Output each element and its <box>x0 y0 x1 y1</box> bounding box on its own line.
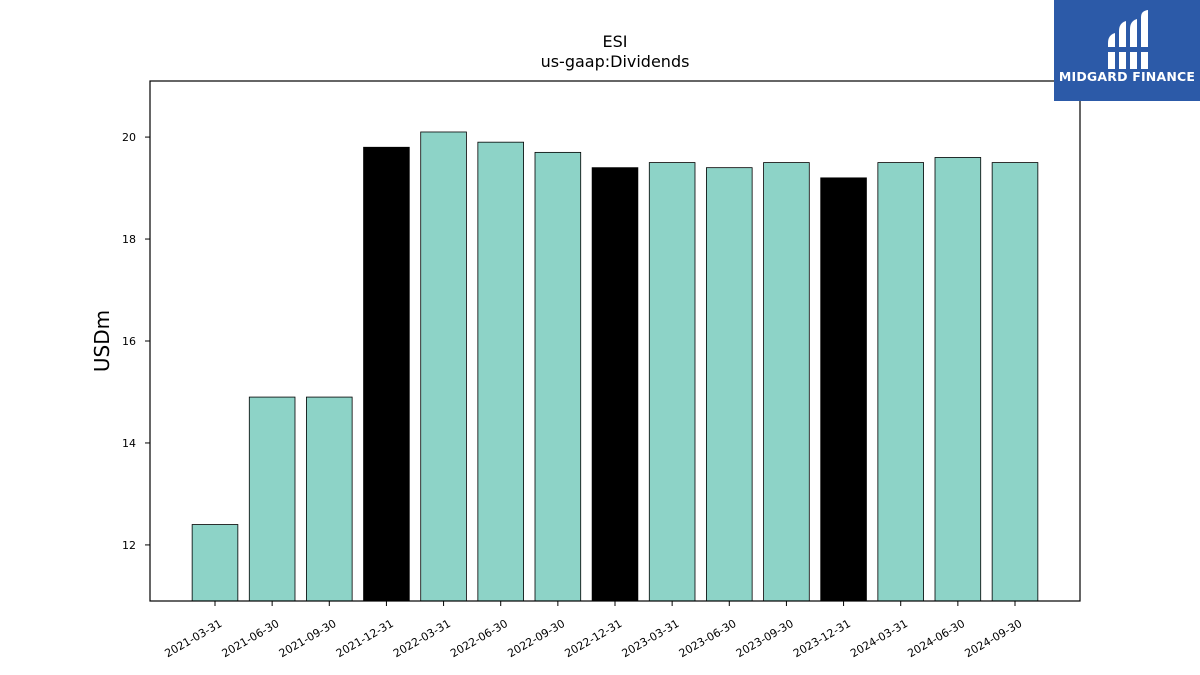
x-tick-label: 2021-09-30 <box>277 617 339 660</box>
bar-2024-09-30 <box>991 162 1039 602</box>
x-tick-label: 2021-06-30 <box>220 617 282 660</box>
bar-2023-03-31 <box>648 162 696 602</box>
bar-2021-06-30 <box>248 396 296 602</box>
bars-group <box>191 131 1039 602</box>
y-tick-label: 12 <box>122 539 136 552</box>
logo-text: MIDGARD FINANCE <box>1058 69 1196 84</box>
bar-2021-09-30 <box>306 396 353 602</box>
x-tick-label: 2021-03-31 <box>162 617 224 660</box>
x-tick-label: 2022-12-31 <box>562 617 624 660</box>
x-tick-label: 2023-09-30 <box>734 617 796 660</box>
y-tick-label: 20 <box>122 131 136 144</box>
bar-2022-03-31 <box>420 131 467 602</box>
chart-subtitle: us-gaap:Dividends <box>540 52 690 71</box>
x-tick-label: 2023-06-30 <box>677 617 739 660</box>
x-axis: 2021-03-312021-06-302021-09-302021-12-31… <box>162 601 1024 660</box>
midgard-finance-logo: MIDGARD FINANCE <box>1054 0 1200 101</box>
x-tick-label: 2023-12-31 <box>791 617 853 660</box>
bar-2021-12-31 <box>363 146 410 602</box>
bar-2022-09-30 <box>534 151 582 602</box>
plot-frame <box>149 80 1081 602</box>
bar-2023-09-30 <box>763 162 810 602</box>
x-tick-label: 2024-06-30 <box>905 617 967 660</box>
x-tick-label: 2024-03-31 <box>848 617 910 660</box>
bar-2023-06-30 <box>706 167 753 602</box>
x-tick-label: 2022-09-30 <box>505 617 567 660</box>
x-tick-label: 2021-12-31 <box>334 617 396 660</box>
x-tick-label: 2022-06-30 <box>448 617 510 660</box>
x-tick-label: 2024-09-30 <box>962 617 1024 660</box>
x-tick-label: 2023-03-31 <box>620 617 682 660</box>
y-tick-label: 18 <box>122 233 136 246</box>
bar-2024-06-30 <box>934 157 982 602</box>
y-tick-label: 16 <box>122 335 136 348</box>
y-tick-label: 14 <box>122 437 136 450</box>
y-axis: 12 14 16 18 20 <box>122 131 150 552</box>
midgard-logo-icon <box>1108 10 1148 69</box>
bar-2023-12-31 <box>820 177 867 602</box>
bar-2022-12-31 <box>591 167 639 602</box>
x-tick-label: 2022-03-31 <box>391 617 453 660</box>
y-axis-label: USDm <box>90 309 114 373</box>
chart-title: ESI <box>602 32 628 51</box>
bar-2022-06-30 <box>477 141 524 602</box>
bar-2024-03-31 <box>877 162 924 602</box>
bar-2021-03-31 <box>191 524 239 602</box>
